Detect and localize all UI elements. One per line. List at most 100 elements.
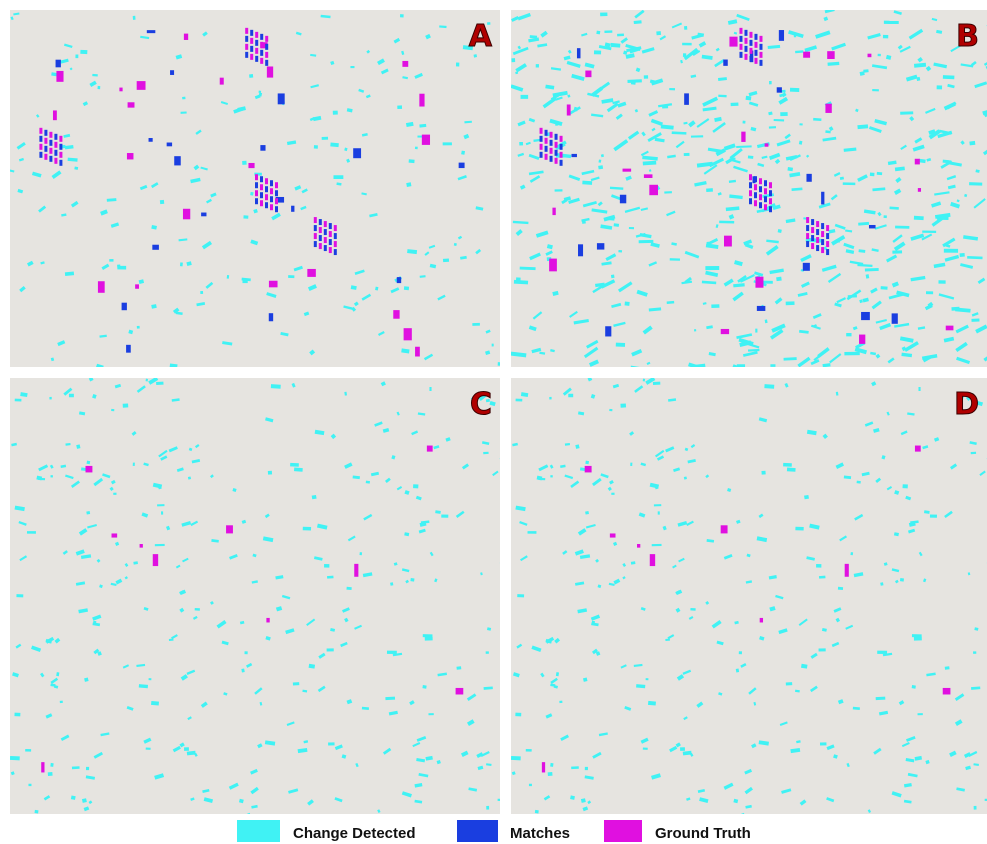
match: [324, 245, 327, 251]
change-detected: [799, 123, 802, 125]
match: [739, 52, 742, 58]
ground-truth: [275, 198, 278, 204]
match: [821, 223, 824, 229]
change-detected: [180, 262, 183, 266]
change-detected: [472, 323, 480, 326]
match: [754, 192, 757, 198]
change-detected: [350, 66, 354, 68]
ground-truth: [816, 221, 819, 227]
match: [769, 190, 772, 196]
change-detected: [538, 478, 545, 480]
change-detected: [665, 639, 670, 641]
match: [250, 30, 253, 36]
change-detected: [787, 167, 793, 171]
ground-truth: [724, 236, 732, 247]
change-detected: [783, 463, 792, 467]
match: [757, 306, 765, 311]
change-detected: [917, 713, 922, 715]
ground-truth: [307, 269, 316, 277]
ground-truth: [250, 54, 253, 60]
change-detected: [877, 172, 883, 175]
change-detected: [843, 182, 856, 185]
ground-truth: [650, 554, 655, 566]
match: [826, 233, 829, 239]
map-panel: D: [511, 377, 987, 817]
match: [806, 174, 811, 182]
ground-truth: [585, 466, 592, 473]
ground-truth: [153, 554, 158, 566]
match: [255, 40, 258, 46]
match: [275, 190, 278, 196]
ground-truth: [859, 335, 865, 344]
ground-truth: [759, 194, 762, 200]
match: [754, 34, 757, 40]
change-detected: [611, 275, 615, 279]
change-detected: [625, 301, 630, 305]
change-detected: [184, 747, 189, 751]
change-detected: [895, 226, 909, 229]
change-detected: [48, 772, 53, 776]
change-detected: [646, 678, 649, 680]
ground-truth: [245, 28, 248, 34]
ground-truth: [270, 188, 273, 194]
ground-truth: [754, 184, 757, 190]
ground-truth: [245, 44, 248, 50]
change-detected: [195, 608, 200, 611]
ground-truth: [255, 48, 258, 54]
change-detected: [774, 119, 785, 121]
ground-truth: [127, 153, 134, 159]
change-detected: [974, 806, 977, 810]
change-detected: [146, 379, 148, 382]
match: [550, 156, 553, 162]
change-detected: [684, 476, 687, 479]
ground-truth: [649, 185, 658, 195]
change-detected: [333, 175, 343, 179]
change-detected: [644, 75, 648, 78]
change-detected: [585, 511, 589, 515]
change-detected: [743, 121, 746, 124]
ground-truth: [749, 174, 752, 180]
change-detected: [694, 329, 696, 331]
ground-truth: [542, 762, 545, 772]
match: [749, 40, 752, 46]
ground-truth: [49, 148, 52, 154]
change-detected: [570, 795, 575, 799]
change-detected: [327, 576, 334, 579]
ground-truth: [803, 52, 810, 58]
map-background: [511, 10, 987, 367]
change-detected: [592, 621, 595, 623]
ground-truth: [721, 329, 729, 334]
match: [170, 70, 174, 75]
ground-truth: [319, 227, 322, 233]
panel-label: A: [469, 19, 493, 54]
change-detected: [157, 504, 164, 506]
map-background: [511, 378, 987, 814]
ground-truth: [415, 347, 420, 357]
match: [821, 192, 824, 205]
ground-truth: [741, 132, 745, 142]
change-detected: [652, 544, 662, 546]
change-detected: [682, 43, 692, 46]
change-detected: [617, 34, 624, 37]
match: [319, 235, 322, 241]
ground-truth: [265, 194, 268, 200]
change-detected: [878, 54, 881, 57]
change-detected: [711, 304, 719, 308]
change-detected: [780, 112, 787, 116]
match: [122, 303, 127, 311]
change-detected: [492, 344, 494, 347]
ground-truth: [549, 259, 557, 272]
match: [861, 312, 870, 320]
change-detected: [385, 697, 395, 700]
change-detected: [971, 319, 979, 322]
change-detected: [838, 587, 843, 590]
match: [270, 180, 273, 186]
change-detected: [69, 394, 74, 398]
match: [597, 243, 604, 249]
match: [816, 229, 819, 235]
match: [749, 56, 752, 62]
change-detected: [900, 111, 913, 114]
ground-truth: [329, 231, 332, 237]
match: [265, 44, 268, 50]
match: [540, 136, 543, 142]
